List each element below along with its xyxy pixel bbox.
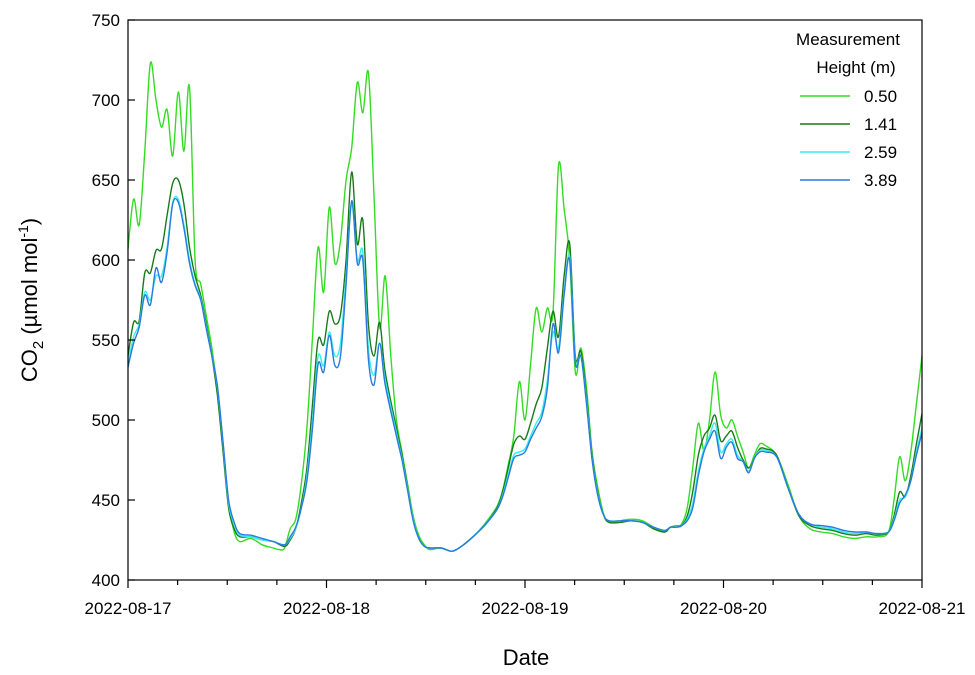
series-line-1-41 — [127, 171, 923, 552]
legend-label: 1.41 — [864, 115, 897, 134]
x-tick-label: 2022-08-17 — [85, 599, 172, 618]
plot-lines — [127, 61, 923, 552]
y-tick-label: 450 — [92, 491, 120, 510]
x-tick-label: 2022-08-21 — [879, 599, 966, 618]
series-line-0-50 — [127, 61, 923, 552]
legend-title-line2: Height (m) — [816, 58, 895, 77]
x-axis-title: Date — [503, 645, 549, 670]
y-axis: 400 450 500 550 600 650 700 750 — [92, 11, 135, 590]
y-axis-title: CO2 (µmol mol-1) — [15, 218, 47, 382]
y-tick-label: 750 — [92, 11, 120, 30]
legend-items: 0.50 1.41 2.59 3.89 — [800, 87, 897, 190]
legend-title-line1: Measurement — [796, 30, 900, 49]
y-tick-label: 600 — [92, 251, 120, 270]
x-axis: 2022-08-17 2022-08-18 2022-08-19 2022-08-20… — [85, 580, 966, 618]
legend-label: 0.50 — [864, 87, 897, 106]
legend-label: 3.89 — [864, 171, 897, 190]
y-tick-label: 700 — [92, 91, 120, 110]
series-line-2-59 — [127, 195, 923, 552]
y-axis-title-main: CO — [17, 349, 42, 382]
y-axis-title-close: ) — [17, 218, 42, 225]
y-tick-label: 400 — [92, 571, 120, 590]
plot-frame — [127, 19, 923, 581]
x-tick-label: 2022-08-20 — [680, 599, 767, 618]
series-line-3-89 — [127, 197, 923, 552]
y-tick-label: 650 — [92, 171, 120, 190]
y-tick-label: 550 — [92, 331, 120, 350]
y-axis-title-subscript: 2 — [30, 341, 47, 349]
legend: Measurement Height (m) 0.50 1.41 2.59 3.89 — [796, 30, 900, 190]
y-axis-title-superscript: -1 — [15, 225, 31, 238]
x-tick-label: 2022-08-18 — [283, 599, 370, 618]
y-tick-label: 500 — [92, 411, 120, 430]
x-tick-label: 2022-08-19 — [482, 599, 569, 618]
y-axis-title-unit: (µmol mol — [17, 238, 42, 341]
legend-label: 2.59 — [864, 143, 897, 162]
